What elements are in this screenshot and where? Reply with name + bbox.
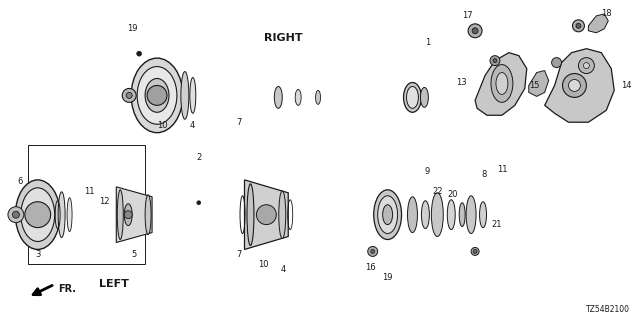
Text: 3: 3 bbox=[35, 250, 40, 259]
Circle shape bbox=[563, 74, 586, 97]
Ellipse shape bbox=[67, 198, 72, 232]
Text: 20: 20 bbox=[447, 190, 458, 199]
Text: 22: 22 bbox=[432, 187, 443, 196]
Circle shape bbox=[147, 85, 167, 105]
Circle shape bbox=[122, 88, 136, 102]
Ellipse shape bbox=[378, 196, 397, 234]
Ellipse shape bbox=[117, 190, 124, 239]
Ellipse shape bbox=[279, 191, 285, 238]
Ellipse shape bbox=[124, 204, 132, 226]
Ellipse shape bbox=[145, 195, 151, 235]
Circle shape bbox=[472, 28, 478, 34]
Ellipse shape bbox=[181, 72, 189, 119]
Text: 15: 15 bbox=[529, 81, 540, 90]
Text: 11: 11 bbox=[84, 187, 95, 196]
Text: FR.: FR. bbox=[59, 284, 77, 294]
Ellipse shape bbox=[408, 197, 417, 233]
Ellipse shape bbox=[479, 202, 486, 228]
Text: TZ54B2100: TZ54B2100 bbox=[586, 305, 630, 314]
Circle shape bbox=[471, 247, 479, 255]
Circle shape bbox=[573, 20, 584, 32]
Text: 1: 1 bbox=[425, 38, 430, 47]
Ellipse shape bbox=[137, 67, 177, 124]
Ellipse shape bbox=[466, 196, 476, 234]
Ellipse shape bbox=[491, 65, 513, 102]
Ellipse shape bbox=[145, 78, 169, 112]
Ellipse shape bbox=[404, 83, 421, 112]
Circle shape bbox=[124, 211, 132, 219]
Circle shape bbox=[12, 211, 19, 218]
Ellipse shape bbox=[295, 89, 301, 105]
Polygon shape bbox=[244, 180, 288, 250]
Ellipse shape bbox=[496, 73, 508, 94]
Text: 7: 7 bbox=[236, 250, 241, 259]
Ellipse shape bbox=[374, 190, 401, 239]
Polygon shape bbox=[545, 49, 614, 122]
Circle shape bbox=[473, 250, 477, 253]
Ellipse shape bbox=[459, 203, 465, 227]
Text: 7: 7 bbox=[236, 118, 241, 127]
Text: 14: 14 bbox=[621, 81, 632, 90]
Circle shape bbox=[137, 51, 141, 56]
Text: 19: 19 bbox=[382, 273, 393, 282]
Text: 6: 6 bbox=[17, 177, 22, 186]
Text: 4: 4 bbox=[189, 121, 195, 130]
Text: 4: 4 bbox=[280, 265, 286, 274]
Circle shape bbox=[257, 205, 276, 225]
Polygon shape bbox=[475, 53, 527, 115]
Circle shape bbox=[468, 24, 482, 38]
Text: 18: 18 bbox=[601, 9, 612, 18]
Ellipse shape bbox=[420, 87, 428, 107]
Text: 21: 21 bbox=[492, 220, 502, 229]
Polygon shape bbox=[588, 14, 608, 33]
Circle shape bbox=[8, 207, 24, 223]
Circle shape bbox=[552, 58, 561, 68]
Ellipse shape bbox=[431, 193, 444, 236]
Ellipse shape bbox=[421, 201, 429, 228]
Polygon shape bbox=[529, 70, 548, 96]
Circle shape bbox=[196, 201, 201, 205]
Ellipse shape bbox=[383, 205, 392, 225]
Text: 17: 17 bbox=[462, 12, 472, 20]
Ellipse shape bbox=[447, 200, 455, 229]
Text: RIGHT: RIGHT bbox=[264, 33, 303, 43]
Ellipse shape bbox=[247, 184, 254, 245]
Text: 11: 11 bbox=[497, 165, 507, 174]
Ellipse shape bbox=[316, 91, 321, 104]
Ellipse shape bbox=[15, 180, 60, 250]
Polygon shape bbox=[116, 187, 152, 243]
Text: 10: 10 bbox=[157, 121, 167, 130]
Circle shape bbox=[368, 246, 378, 256]
Circle shape bbox=[371, 250, 374, 253]
Circle shape bbox=[493, 59, 497, 63]
Bar bbox=[28, 145, 145, 264]
Circle shape bbox=[584, 63, 589, 68]
Text: 5: 5 bbox=[132, 250, 137, 259]
Text: 10: 10 bbox=[258, 260, 269, 269]
Ellipse shape bbox=[131, 58, 183, 133]
Ellipse shape bbox=[58, 192, 65, 237]
Circle shape bbox=[568, 79, 580, 92]
Ellipse shape bbox=[275, 86, 282, 108]
Text: LEFT: LEFT bbox=[99, 279, 129, 289]
Text: 13: 13 bbox=[456, 78, 467, 87]
Circle shape bbox=[576, 23, 581, 28]
Text: 12: 12 bbox=[99, 197, 109, 206]
Text: 8: 8 bbox=[481, 171, 486, 180]
Circle shape bbox=[25, 202, 51, 228]
Circle shape bbox=[579, 58, 595, 74]
Ellipse shape bbox=[190, 77, 196, 113]
Text: 9: 9 bbox=[425, 167, 430, 176]
Text: 16: 16 bbox=[365, 263, 376, 272]
Ellipse shape bbox=[406, 86, 419, 108]
Ellipse shape bbox=[21, 188, 54, 242]
Circle shape bbox=[126, 92, 132, 98]
Circle shape bbox=[490, 56, 500, 66]
Text: 19: 19 bbox=[127, 24, 138, 33]
Text: 2: 2 bbox=[196, 153, 202, 162]
